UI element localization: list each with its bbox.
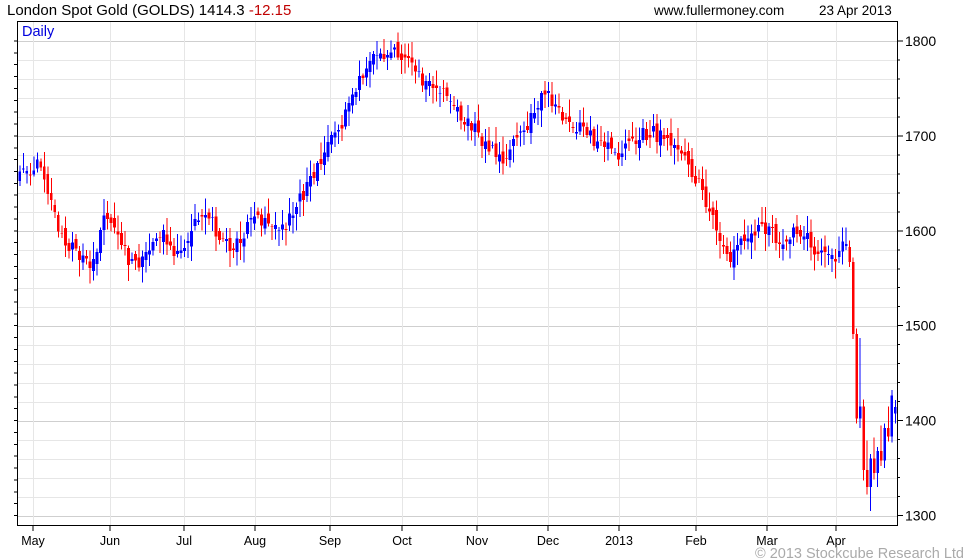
svg-text:Feb: Feb (685, 534, 707, 548)
svg-text:Sep: Sep (319, 534, 341, 548)
svg-text:Jul: Jul (176, 534, 192, 548)
svg-text:Oct: Oct (392, 534, 412, 548)
svg-text:1800: 1800 (905, 33, 936, 49)
svg-text:1600: 1600 (905, 223, 936, 239)
svg-text:Aug: Aug (244, 534, 266, 548)
svg-text:Dec: Dec (537, 534, 559, 548)
svg-text:1300: 1300 (905, 508, 936, 524)
svg-text:1700: 1700 (905, 128, 936, 144)
svg-text:1400: 1400 (905, 413, 936, 429)
svg-text:Jun: Jun (100, 534, 120, 548)
svg-text:May: May (21, 534, 45, 548)
svg-text:Nov: Nov (466, 534, 489, 548)
svg-text:2013: 2013 (605, 534, 633, 548)
svg-text:1500: 1500 (905, 318, 936, 334)
